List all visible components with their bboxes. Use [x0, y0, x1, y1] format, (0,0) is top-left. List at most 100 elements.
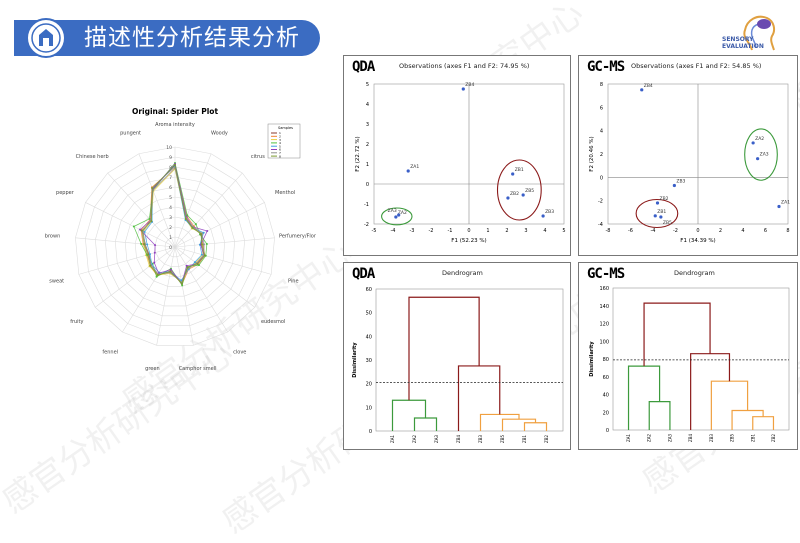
head-icon	[743, 15, 776, 51]
data-point	[756, 157, 760, 161]
point-label: ZB3	[676, 179, 685, 185]
axis-label: Perfumery/Flor	[279, 234, 317, 240]
brand-line1: SENSORY	[722, 36, 754, 43]
x-tick-label: -8	[606, 228, 611, 234]
legend-title: Samples	[278, 126, 293, 130]
legend-label: 2	[279, 135, 281, 139]
grid-ring	[134, 206, 216, 287]
y-tick-label: 0	[600, 175, 603, 181]
axis-label: Pine	[288, 279, 299, 285]
y-tick-label: 60	[603, 375, 609, 381]
data-point	[200, 253, 203, 256]
data-point	[143, 230, 146, 233]
dendrogram-link	[731, 409, 764, 430]
dendrogram-link	[479, 413, 520, 431]
data-point	[199, 233, 202, 236]
leaf-label: ZA1	[390, 435, 395, 443]
chart-title: Observations (axes F1 and F2: 54.85 %)	[631, 62, 762, 70]
y-axis-label: Dissimilarity	[352, 342, 358, 378]
data-point	[672, 183, 676, 188]
point-label: ZB2	[660, 196, 669, 202]
axis-spoke	[156, 246, 176, 346]
y-tick-label: 4	[600, 129, 603, 135]
plot-area	[375, 288, 564, 432]
data-point	[169, 270, 172, 273]
legend-label: 7	[279, 151, 281, 155]
series-line-8	[141, 164, 206, 285]
leaf-label: ZB3	[709, 434, 714, 442]
point-label: ZA3	[388, 208, 397, 214]
axis-spoke	[174, 237, 275, 248]
data-point	[397, 213, 401, 217]
point-label: ZB5	[663, 220, 672, 226]
y-axis-label: F2 (22.72 %)	[355, 136, 361, 171]
cluster-ellipse	[635, 198, 679, 229]
data-point	[147, 253, 150, 256]
page-title: 描述性分析结果分析	[84, 25, 300, 51]
cluster-ellipse	[496, 159, 542, 221]
y-tick-label: 3	[366, 122, 369, 128]
panel-label: QDA	[352, 266, 375, 282]
point-label: ZB3	[545, 209, 554, 215]
y-tick-label: -2	[598, 199, 603, 205]
plot-area	[612, 287, 790, 431]
x-axis-label: F1 (52.23 %)	[451, 238, 486, 244]
axis-spoke	[174, 202, 265, 248]
dendrogram-link	[413, 417, 438, 431]
y-tick-label: 60	[366, 287, 372, 293]
axis-spoke	[75, 237, 176, 248]
data-point	[148, 253, 151, 256]
data-point	[180, 279, 183, 282]
data-point	[655, 201, 660, 205]
tick-label: 6	[169, 185, 172, 191]
data-point	[186, 266, 189, 269]
dendrogram-link	[752, 416, 775, 430]
series-line-6	[139, 163, 208, 285]
dendrogram-link	[457, 365, 501, 431]
x-tick-label: 0	[467, 228, 470, 234]
x-tick-label: -2	[673, 228, 678, 234]
data-point	[193, 261, 196, 264]
point-label: ZA3	[760, 152, 769, 158]
y-axis-label: Dissimilarity	[589, 341, 595, 377]
data-point	[191, 226, 194, 229]
data-point	[174, 164, 176, 166]
x-tick-label: -3	[410, 228, 415, 234]
x-tick-label: 2	[505, 228, 508, 234]
axis-label: Woody	[211, 130, 228, 136]
leaf-label: ZB4	[688, 434, 693, 442]
data-point	[653, 214, 657, 218]
axis-spoke	[174, 246, 272, 275]
gcms-scatter-panel: GC-MS Observations (axes F1 and F2: 54.8…	[578, 55, 798, 256]
gcms-dendrogram: 0 20 40 60 80 100 120 140 160 Dissimilarity ZA1 ZA2…	[589, 286, 790, 442]
data-point	[640, 88, 644, 92]
axis-label: fennel	[102, 350, 118, 356]
dendrogram-link	[643, 302, 711, 367]
dendrogram-link	[690, 353, 731, 430]
point-label: ZB4	[465, 82, 474, 88]
leaf-label: ZB1	[750, 434, 755, 442]
axis-label: brown	[45, 234, 60, 240]
leaf-label: ZA1	[626, 434, 631, 442]
dendrogram-link	[627, 365, 661, 430]
y-tick-label: 6	[600, 105, 603, 111]
y-tick-label: 10	[366, 405, 372, 411]
point-label: ZB5	[525, 188, 534, 194]
qda-scatter-panel: QDA Observations (axes F1 and F2: 74.95 …	[343, 55, 571, 256]
tick-label: 9	[169, 155, 172, 161]
axis-label: Aroma intensity	[155, 122, 195, 128]
data-point	[200, 243, 203, 246]
tick-label: 4	[169, 205, 172, 211]
y-tick-label: -1	[364, 202, 369, 208]
x-tick-label: -4	[651, 228, 656, 234]
gcms-scatter-plot: -8 -6 -4 -2 0 2 4 6 8 -4 -2 0 2 4 6 8 F1 (34.39 %) F2 (20…	[589, 82, 790, 244]
axis-label: Menthol	[275, 190, 295, 196]
spider-plot: Original: Spider Plot Aroma intensity Wood…	[45, 107, 317, 372]
data-point	[511, 172, 515, 176]
dendrogram-link	[523, 422, 548, 431]
sensory-evaluation-logo: SENSORY EVALUATION	[712, 8, 792, 52]
qda-dendrogram: 0 10 20 30 40 50 60 Dissimilarity ZA1 ZA2 ZA3 ZB4 ZB…	[352, 287, 564, 443]
data-point	[777, 204, 781, 209]
data-point	[139, 228, 142, 231]
data-point	[151, 187, 154, 190]
